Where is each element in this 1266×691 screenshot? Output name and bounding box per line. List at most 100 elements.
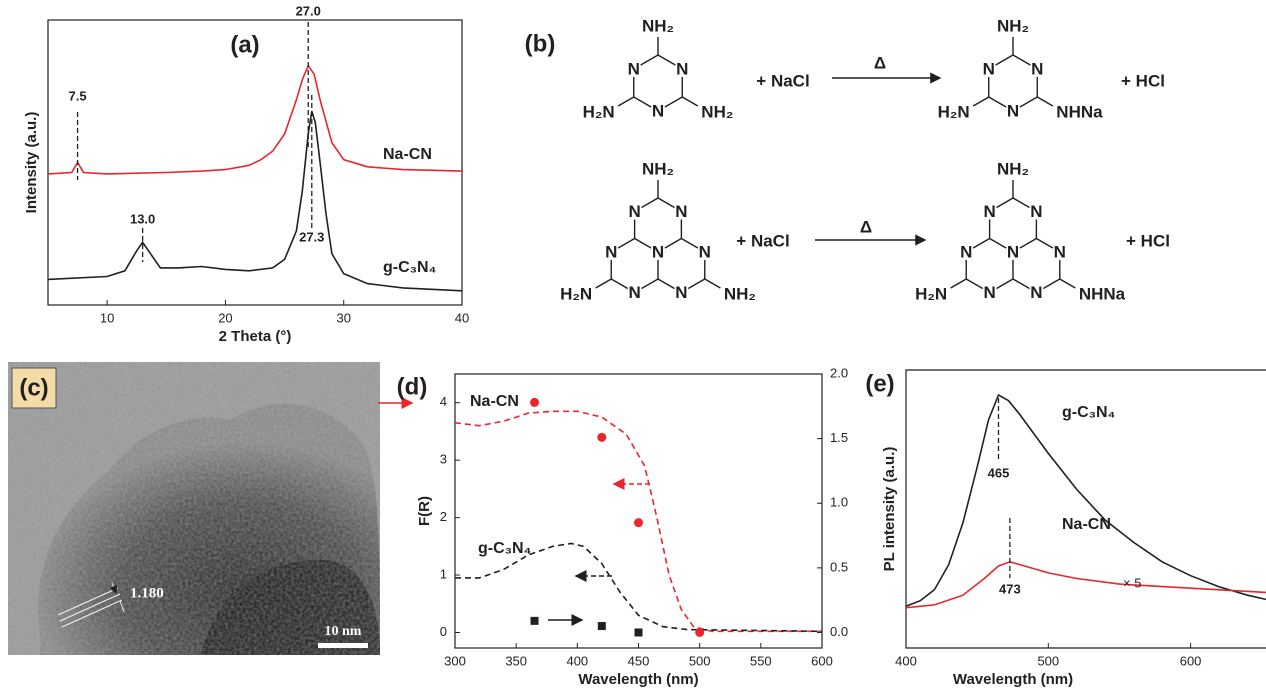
fringe-line	[57, 587, 119, 616]
marker	[597, 432, 607, 442]
ring-atom: N	[983, 59, 995, 78]
y-tick-label: 3	[440, 452, 447, 467]
atom-bg	[980, 61, 997, 77]
bond	[617, 96, 635, 107]
ring-atom: N	[652, 101, 664, 120]
ring-atom: N	[1030, 202, 1042, 221]
atom-bg	[673, 284, 690, 301]
series-label: Na-CN	[383, 146, 432, 163]
x-tick-label: 450	[628, 653, 650, 668]
y2-tick-label: 1.5	[830, 430, 848, 445]
atom-bg	[1005, 103, 1021, 119]
y-axis-label: F(R)	[416, 496, 433, 526]
condition: Δ	[860, 217, 872, 236]
y-axis-label: PL intensity (a.u.)	[881, 447, 898, 572]
series-line	[47, 110, 463, 292]
annotation-label: 27.3	[299, 229, 324, 244]
atom-bg	[981, 203, 998, 220]
x-tick-label: 350	[505, 653, 527, 668]
atom-bg	[1028, 284, 1045, 301]
panel-label: (d)	[397, 373, 428, 400]
ring-atom: N	[1054, 242, 1066, 261]
note: × 5	[1123, 575, 1141, 590]
y-axis-label: Intensity (a.u.)	[23, 112, 40, 214]
ring-atom: N	[983, 202, 995, 221]
substituent: NHNa	[1079, 284, 1126, 303]
ring-atom: N	[628, 283, 640, 302]
marker	[597, 622, 606, 631]
x-axis-label: 2 Theta (°)	[219, 328, 292, 345]
panel-label: (e)	[865, 370, 894, 397]
atom-bg	[626, 284, 643, 301]
panel-label: (c)	[19, 374, 48, 401]
bond	[704, 278, 721, 289]
atom-bg	[603, 244, 620, 260]
scale-bar	[318, 643, 368, 648]
atom-bg	[958, 244, 975, 260]
panel-label: (a)	[230, 31, 259, 58]
scale-label: 10 nm	[325, 624, 362, 639]
substituent: NH₂	[701, 102, 733, 121]
plot-frame	[454, 373, 823, 649]
atom-bg	[673, 203, 690, 220]
x-tick-label: 500	[689, 653, 711, 668]
plot-frame	[905, 369, 1266, 649]
y-tick-label: 4	[440, 394, 447, 409]
substituent: H₂N	[915, 284, 947, 303]
substituent: H₂N	[560, 284, 592, 303]
atom-bg	[696, 244, 713, 260]
bond	[681, 96, 699, 107]
fringe-arrow	[109, 582, 118, 594]
y2-tick-label: 0.0	[830, 624, 848, 639]
ring-atom: N	[1030, 283, 1042, 302]
annotation-label: 473	[999, 581, 1021, 596]
y2-tick-label: 2.0	[830, 365, 848, 380]
x-tick-label: 300	[444, 653, 466, 668]
atom-bg	[1051, 244, 1068, 260]
lattice-spacing: 1.180	[130, 585, 164, 601]
ring-atom: N	[699, 242, 711, 261]
ring-atom: N	[1007, 101, 1019, 120]
x-tick-label: 400	[566, 653, 588, 668]
tem-image: (c) 1.180 10 nm	[8, 362, 380, 655]
series-line	[905, 393, 1266, 608]
fringe-line	[59, 593, 121, 622]
marker	[634, 628, 643, 637]
bond	[1059, 278, 1076, 289]
atom-bg	[626, 203, 643, 220]
series-label: g-C₃N₄	[383, 259, 436, 276]
ring-atom: N	[960, 242, 972, 261]
marker	[530, 397, 540, 407]
marker	[530, 616, 539, 625]
substituent: NH₂	[724, 284, 756, 303]
x-axis-label: Wavelength (nm)	[953, 671, 1073, 688]
y-tick-label: 0	[440, 624, 447, 639]
series-line	[455, 542, 823, 633]
atom-bg	[1028, 203, 1045, 220]
d-arrows	[378, 397, 650, 626]
substituent: NH₂	[997, 159, 1029, 178]
ring-atom: N	[628, 59, 640, 78]
label-box	[11, 367, 57, 409]
bond	[1036, 96, 1054, 107]
ring-atom: N	[1007, 242, 1019, 261]
substituent: NH₂	[642, 159, 674, 178]
series-label: Na-CN	[1062, 516, 1111, 533]
series-line	[905, 560, 1266, 609]
ring-atom: N	[675, 202, 687, 221]
annotation-label: 27.0	[296, 3, 321, 18]
y2-tick-label: 1.0	[830, 495, 848, 510]
x-tick-label: 600	[1180, 653, 1202, 668]
x-tick-label: 400	[895, 653, 917, 668]
reagent: + NaCl	[756, 71, 809, 90]
ring-atom: N	[628, 202, 640, 221]
y-tick-label: 1	[440, 566, 447, 581]
atom-bg	[1005, 244, 1021, 260]
byproduct: + HCl	[1121, 71, 1165, 90]
fringe-arrow	[119, 600, 125, 613]
ring-atom: N	[1031, 59, 1043, 78]
plot-frame	[47, 19, 463, 306]
ring-atom: N	[983, 283, 995, 302]
ring-atom: N	[675, 283, 687, 302]
